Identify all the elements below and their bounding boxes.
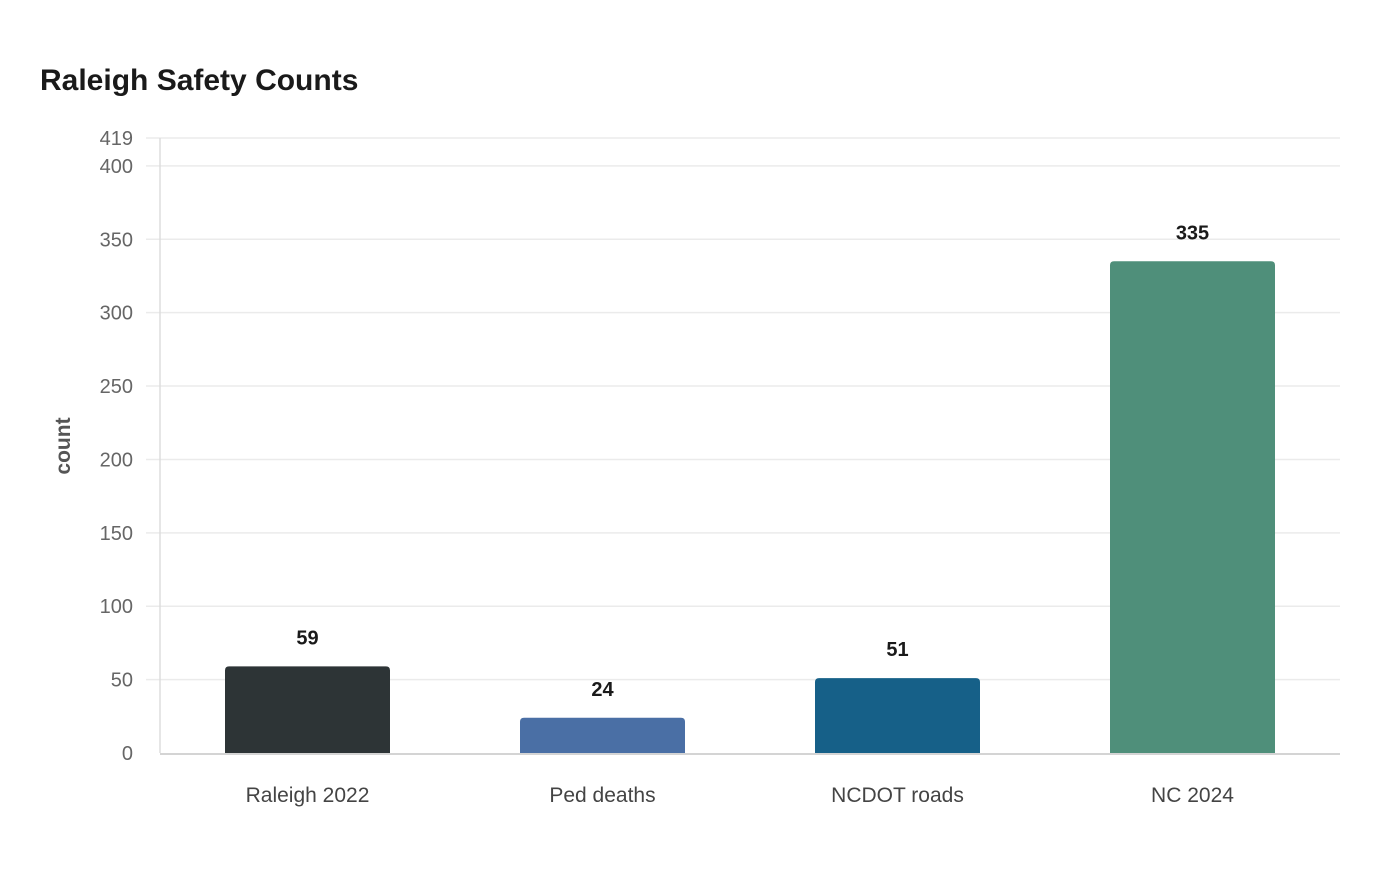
data-label: 51 <box>886 639 908 661</box>
bar-raleigh-2022 <box>225 666 390 753</box>
y-tick-label: 400 <box>100 156 133 178</box>
chart-title: Raleigh Safety Counts <box>40 64 358 97</box>
bar-ncdot-roads <box>815 678 980 753</box>
data-label: 24 <box>591 679 614 701</box>
data-label: 59 <box>296 627 318 649</box>
x-tick-label: NCDOT roads <box>831 784 964 807</box>
x-tick-label: NC 2024 <box>1151 784 1234 807</box>
y-tick-label: 350 <box>100 229 133 251</box>
y-tick-label: 150 <box>100 523 133 545</box>
y-tick-label: 50 <box>111 670 133 692</box>
y-tick-label: 300 <box>100 303 133 325</box>
x-tick-label: Ped deaths <box>549 784 655 807</box>
bar-ped-deaths <box>520 717 685 753</box>
y-tick-label: 250 <box>100 376 133 398</box>
x-tick-label: Raleigh 2022 <box>246 784 370 807</box>
bar-nc-2024 <box>1110 261 1275 753</box>
y-tick-label: 419 <box>100 128 133 150</box>
y-axis-label: count <box>52 417 75 474</box>
y-tick-label: 200 <box>100 449 133 471</box>
y-tick-label: 0 <box>122 743 133 765</box>
y-tick-label: 100 <box>100 596 133 618</box>
data-label: 335 <box>1176 222 1209 244</box>
